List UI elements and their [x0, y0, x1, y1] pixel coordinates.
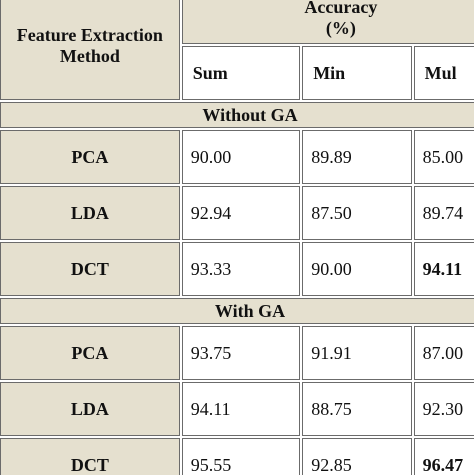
value-cell: 88.75 [302, 382, 412, 436]
data-row: LDA 92.94 87.50 89.74 [0, 186, 474, 240]
method-cell: DCT [0, 438, 180, 475]
data-row: DCT 93.33 90.00 94.11 [0, 242, 474, 296]
value-cell: 95.55 [181, 438, 301, 475]
method-cell: PCA [0, 326, 180, 380]
accuracy-header: Accuracy (%) [181, 0, 474, 44]
value-cell: 94.11 [413, 242, 474, 296]
value-cell: 92.30 [413, 382, 474, 436]
value-cell: 92.85 [302, 438, 412, 475]
section-title: Without GA [0, 102, 474, 128]
data-row: PCA 90.00 89.89 85.00 [0, 130, 474, 184]
value-cell: 87.50 [302, 186, 412, 240]
accuracy-label: Accuracy (%) [304, 0, 378, 38]
section-row: Without GA [0, 102, 474, 128]
column-header: Sum [181, 46, 301, 100]
value-cell: 92.94 [181, 186, 301, 240]
data-row: DCT 95.55 92.85 96.47 [0, 438, 474, 475]
data-row: LDA 94.11 88.75 92.30 [0, 382, 474, 436]
value-cell: 87.00 [413, 326, 474, 380]
value-cell: 93.33 [181, 242, 301, 296]
column-header: Min [302, 46, 412, 100]
method-cell: DCT [0, 242, 180, 296]
value-cell: 90.00 [302, 242, 412, 296]
section-title: With GA [0, 298, 474, 324]
method-cell: LDA [0, 186, 180, 240]
method-header: Feature Extraction Method [0, 0, 180, 100]
value-cell: 90.00 [181, 130, 301, 184]
value-cell: 89.89 [302, 130, 412, 184]
value-cell: 93.75 [181, 326, 301, 380]
value-cell: 89.74 [413, 186, 474, 240]
method-cell: LDA [0, 382, 180, 436]
value-cell: 85.00 [413, 130, 474, 184]
data-row: PCA 93.75 91.91 87.00 [0, 326, 474, 380]
column-header: Mul [413, 46, 474, 100]
method-cell: PCA [0, 130, 180, 184]
column-header-row: Sum Min Mul [0, 46, 474, 100]
value-cell: 94.11 [181, 382, 301, 436]
value-cell: 96.47 [413, 438, 474, 475]
header-row: Feature Extraction Method Accuracy (%) [0, 0, 474, 100]
value-cell: 91.91 [302, 326, 412, 380]
section-row: With GA [0, 298, 474, 324]
